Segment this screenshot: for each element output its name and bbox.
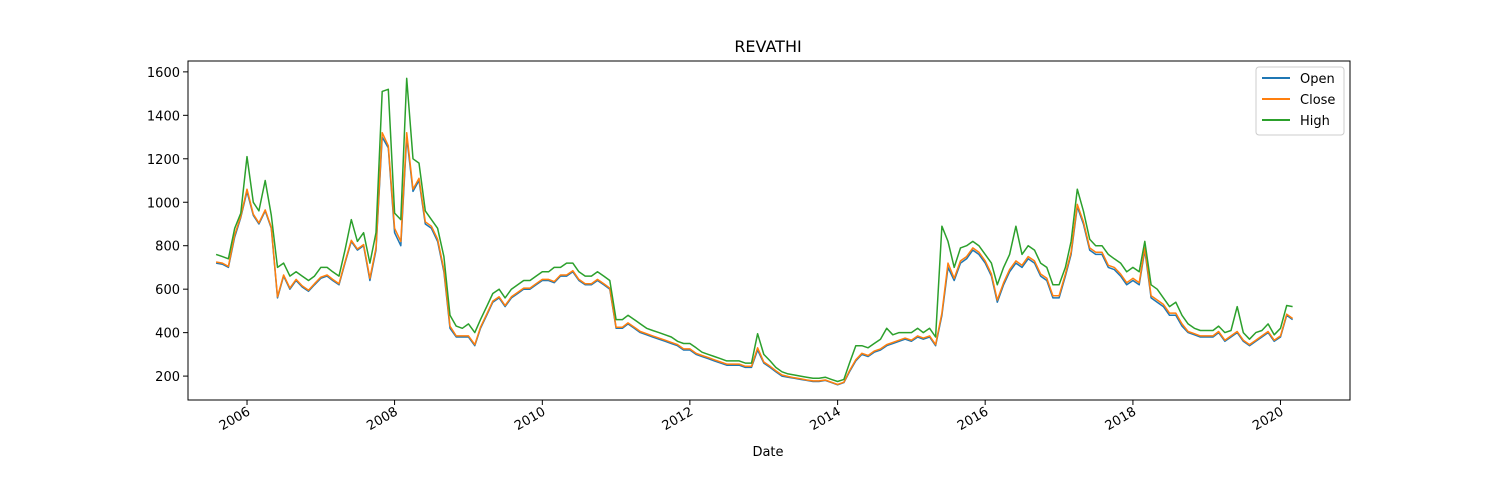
legend-label-high: High xyxy=(1300,114,1330,129)
y-tick-label: 1200 xyxy=(147,153,180,168)
x-tick-label: 2016 xyxy=(955,404,991,434)
y-axis: 200 400 600 800 1000 1200 1400 1600 xyxy=(147,66,188,385)
y-tick-label: 200 xyxy=(155,370,180,385)
y-tick-label: 1600 xyxy=(147,66,180,81)
x-axis: 2006 2008 2010 2012 2014 2016 2018 2020 xyxy=(217,400,1286,434)
x-tick-label: 2008 xyxy=(364,404,400,434)
legend: Open Close High xyxy=(1255,66,1345,136)
x-tick-label: 2012 xyxy=(660,404,696,434)
x-tick-label: 2006 xyxy=(217,404,253,434)
plot-area xyxy=(187,60,1351,401)
plot-frame xyxy=(187,60,1351,401)
legend-label-open: Open xyxy=(1300,72,1335,87)
y-tick-label: 800 xyxy=(155,240,180,255)
x-tick-label: 2020 xyxy=(1250,404,1286,434)
series-line-close xyxy=(215,131,1294,386)
legend-label-close: Close xyxy=(1300,93,1335,108)
y-tick-label: 400 xyxy=(155,327,180,342)
x-tick-label: 2018 xyxy=(1103,404,1139,434)
series-line-high xyxy=(215,77,1293,383)
x-tick-label: 2010 xyxy=(512,404,548,434)
y-tick-label: 1400 xyxy=(147,109,180,124)
y-tick-label: 600 xyxy=(155,283,180,298)
y-tick-label: 1000 xyxy=(147,196,180,211)
x-tick-label: 2014 xyxy=(807,404,843,434)
chart-title: REVATHI xyxy=(734,37,801,56)
legend-box xyxy=(1255,66,1345,136)
x-axis-label: Date xyxy=(752,445,783,460)
series-layer xyxy=(215,77,1294,386)
